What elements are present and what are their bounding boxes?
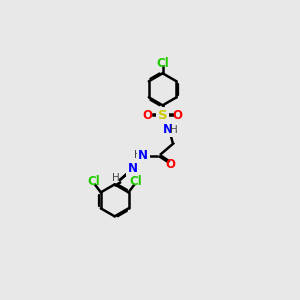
Text: H: H	[134, 150, 142, 160]
Text: S: S	[158, 109, 167, 122]
Text: N: N	[163, 123, 173, 136]
Text: H: H	[170, 125, 178, 135]
Text: O: O	[173, 109, 183, 122]
Text: O: O	[166, 158, 176, 171]
Text: O: O	[142, 109, 152, 122]
Text: N: N	[138, 149, 148, 162]
Text: H: H	[112, 173, 119, 183]
Text: Cl: Cl	[156, 57, 169, 70]
Text: N: N	[128, 162, 137, 175]
Text: Cl: Cl	[87, 175, 100, 188]
Text: Cl: Cl	[129, 175, 142, 188]
